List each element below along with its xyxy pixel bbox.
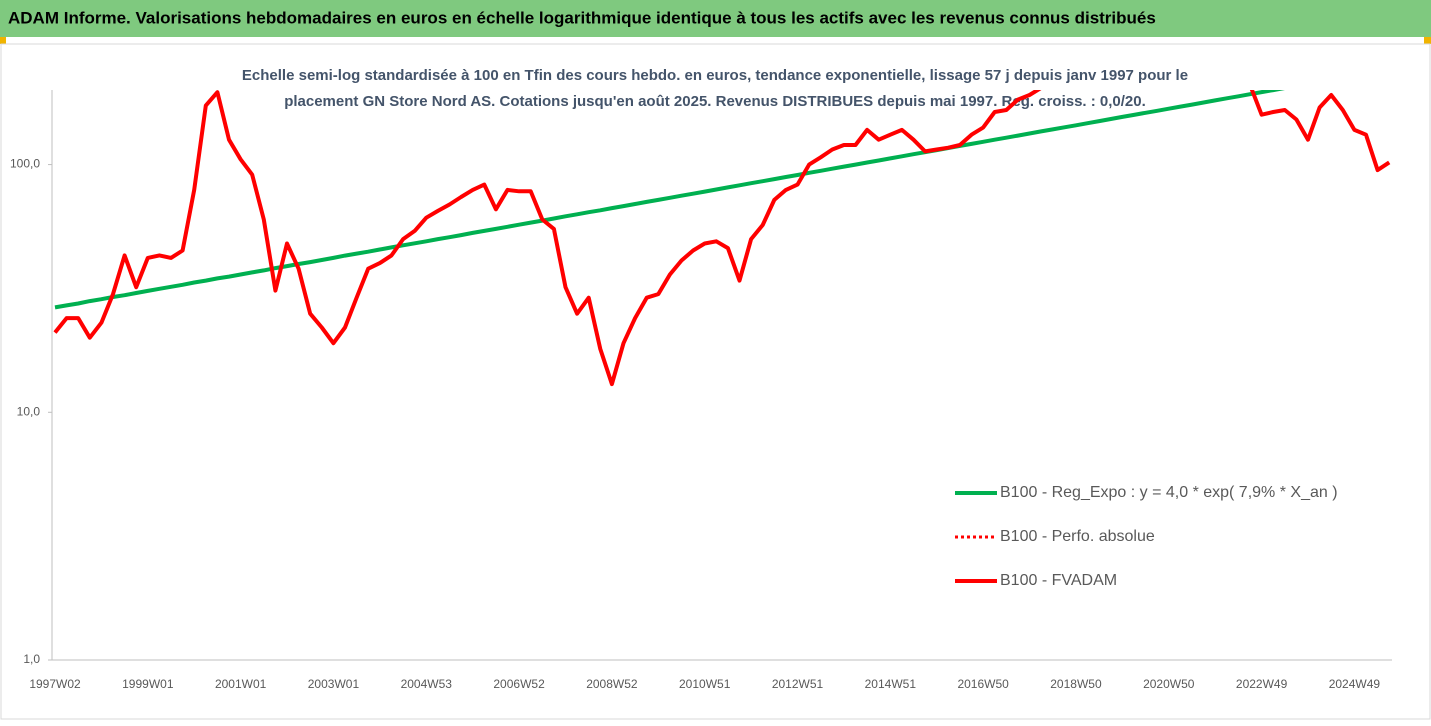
x-tick-label: 2006W52: [493, 677, 545, 691]
y-tick-label: 10,0: [17, 404, 41, 418]
x-tick-label: 2018W50: [1050, 677, 1102, 691]
chart-title: ADAM Informe. Valorisations hebdomadaire…: [8, 8, 1156, 27]
chart-border: [0, 43, 1431, 720]
x-tick-label: 2012W51: [772, 677, 824, 691]
legend-label: B100 - Perfo. absolue: [1000, 528, 1155, 545]
x-tick-label: 2004W53: [401, 677, 453, 691]
x-tick-label: 1999W01: [122, 677, 174, 691]
x-tick-label: 2003W01: [308, 677, 360, 691]
y-tick-label: 100,0: [10, 157, 40, 171]
corner-mark: [1424, 37, 1431, 44]
series-line: [54, 90, 1285, 310]
x-tick-label: 2008W52: [586, 677, 638, 691]
series-line: [53, 90, 1391, 387]
x-tick-label: 2014W51: [865, 677, 917, 691]
corner-mark: [0, 37, 6, 44]
x-tick-label: 1997W02: [29, 677, 81, 691]
legend-label: B100 - Reg_Expo : y = 4,0 * exp( 7,9% * …: [1000, 484, 1338, 501]
header-bar: [0, 0, 1431, 37]
chart-subtitle: placement GN Store Nord AS. Cotations ju…: [284, 93, 1146, 110]
plot-area: [53, 90, 1391, 387]
x-tick-label: 2010W51: [679, 677, 731, 691]
x-tick-label: 2016W50: [957, 677, 1009, 691]
y-tick-label: 1,0: [23, 652, 40, 666]
x-tick-label: 2022W49: [1236, 677, 1288, 691]
x-tick-label: 2020W50: [1143, 677, 1195, 691]
x-tick-label: 2024W49: [1329, 677, 1381, 691]
chart-subtitle: Echelle semi-log standardisée à 100 en T…: [242, 67, 1188, 84]
x-tick-label: 2001W01: [215, 677, 267, 691]
legend-label: B100 - FVADAM: [1000, 572, 1117, 589]
